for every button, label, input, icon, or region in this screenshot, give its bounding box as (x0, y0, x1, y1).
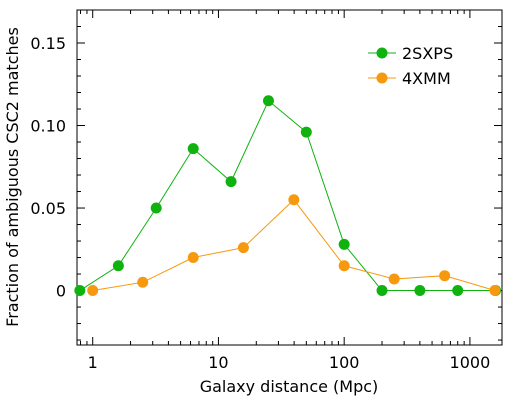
data-point-4xmm (338, 260, 350, 272)
data-point-4xmm (87, 285, 99, 297)
data-point-4xmm (137, 276, 149, 288)
plot-frame (76, 9, 503, 346)
data-point-2sxps (225, 176, 237, 188)
x-axis-label: Galaxy distance (Mpc) (200, 377, 379, 396)
series-line-2sxps (79, 99, 496, 292)
data-point-4xmm (288, 194, 300, 206)
y-tick-label-0.05: 0.05 (30, 199, 66, 218)
data-point-4xmm (187, 252, 199, 264)
data-point-2sxps (414, 285, 426, 297)
x-tick-label-100: 100 (329, 353, 360, 372)
axis-ticks: 1 10 100 1000 0 0.05 0.10 0.15 (30, 9, 502, 372)
data-point-2sxps (112, 260, 124, 272)
x-tick-label-1000: 1000 (450, 353, 491, 372)
y-tick-label-0.15: 0.15 (30, 34, 66, 53)
legend-label-4xmm: 4XMM (402, 69, 451, 88)
x-tick-label-10: 10 (208, 353, 228, 372)
y-tick-label-0: 0 (56, 282, 66, 301)
legend-marker-2sxps (376, 47, 388, 59)
data-point-2sxps (187, 143, 199, 155)
legend-marker-4xmm (376, 72, 388, 84)
data-point-2sxps (338, 238, 350, 250)
series-4xmm (87, 194, 501, 297)
data-point-4xmm (489, 285, 501, 297)
data-point-2sxps (150, 202, 162, 214)
y-tick-label-0.10: 0.10 (30, 117, 66, 136)
data-point-4xmm (439, 270, 451, 282)
data-point-2sxps (376, 285, 388, 297)
data-point-2sxps (300, 126, 312, 138)
x-tick-label-1: 1 (88, 353, 98, 372)
series-2sxps (74, 95, 502, 297)
legend: 2SXPS 4XMM (368, 44, 453, 88)
data-point-2sxps (262, 95, 274, 107)
legend-label-2sxps: 2SXPS (402, 44, 453, 63)
data-point-4xmm (388, 273, 400, 285)
data-point-2sxps (452, 285, 464, 297)
y-axis-label: Fraction of ambiguous CSC2 matches (3, 27, 22, 327)
data-point-2sxps (74, 285, 86, 297)
series-layer (74, 95, 502, 297)
data-point-4xmm (237, 242, 249, 254)
